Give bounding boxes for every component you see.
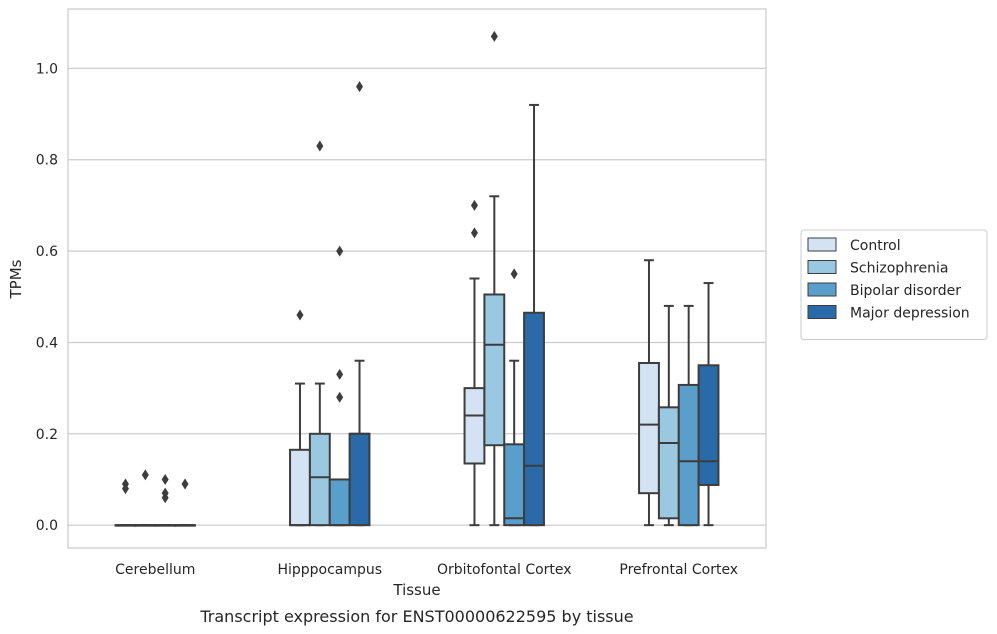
legend-swatch xyxy=(807,260,837,274)
outlier-point xyxy=(356,81,364,93)
y-tick-label: 0.8 xyxy=(36,153,58,169)
box-body xyxy=(503,443,526,527)
box-body xyxy=(697,364,720,486)
outlier-point xyxy=(510,268,518,280)
legend-label: Bipolar disorder xyxy=(850,283,961,299)
legend-swatch xyxy=(807,305,837,319)
plot-area xyxy=(114,30,720,527)
box-body xyxy=(348,432,371,527)
x-tick-label: Hipppocampus xyxy=(277,562,382,578)
outlier-point xyxy=(181,478,189,490)
box-major-depression xyxy=(523,103,545,527)
box-bipolar-disorder xyxy=(328,245,351,527)
box-body xyxy=(463,387,486,465)
y-tick-label: 0.2 xyxy=(36,427,58,443)
box-schizophrenia xyxy=(483,30,506,527)
outlier-point xyxy=(336,245,344,257)
box-bipolar-disorder xyxy=(677,304,700,527)
outlier-point xyxy=(316,140,324,152)
legend-swatch xyxy=(807,282,837,297)
x-tick-label: Cerebellum xyxy=(115,562,195,578)
box-schizophrenia xyxy=(308,140,331,527)
legend-label: Control xyxy=(850,238,901,254)
box-control xyxy=(289,309,311,527)
x-tick-label: Orbitofontal Cortex xyxy=(437,562,572,578)
box-body xyxy=(328,478,351,527)
y-axis-label: TPMs xyxy=(7,259,25,299)
y-tick-label: 0.4 xyxy=(36,335,58,351)
outlier-point xyxy=(121,478,129,490)
legend-frame xyxy=(800,229,988,340)
x-axis-ticks: Cerebellum Hipppocampus Orbitofontal Corte… xyxy=(115,562,738,578)
box-control xyxy=(463,199,486,527)
y-tick-label: 0.0 xyxy=(36,518,58,534)
x-tick-label: Prefrontal Cortex xyxy=(619,562,738,578)
y-tick-label: 0.6 xyxy=(36,244,58,260)
legend-label: Schizophrenia xyxy=(850,261,948,277)
y-tick-label: 1.0 xyxy=(36,61,58,77)
box-major-depression xyxy=(697,282,720,527)
x-axis-label: Tissue xyxy=(392,581,440,599)
box-bipolar-disorder xyxy=(154,473,177,527)
box-schizophrenia xyxy=(134,469,157,527)
chart-caption: Transcript expression for ENST0000062259… xyxy=(199,607,633,626)
y-axis-ticks: 0.0 0.2 0.4 0.6 0.8 1.0 xyxy=(36,61,58,534)
legend: Control Schizophrenia Bipolar disorder Majo… xyxy=(800,229,988,340)
outlier-point xyxy=(336,391,344,403)
box-body xyxy=(308,432,331,527)
box-body xyxy=(677,383,700,527)
box-body xyxy=(523,311,545,527)
legend-swatch xyxy=(807,237,837,252)
outlier-point xyxy=(470,199,478,211)
axes-frame xyxy=(67,8,767,549)
box-body xyxy=(657,406,680,520)
box-body xyxy=(638,362,660,495)
outlier-point xyxy=(141,469,149,481)
outlier-point xyxy=(490,30,498,42)
legend-label: Major depression xyxy=(850,306,970,322)
box-major-depression xyxy=(174,478,196,527)
box-control xyxy=(638,259,660,527)
outlier-point xyxy=(296,309,304,321)
box-body xyxy=(289,448,311,527)
outlier-point xyxy=(470,227,478,239)
box-bipolar-disorder xyxy=(503,268,526,527)
box-control xyxy=(114,478,137,527)
outlier-point xyxy=(161,487,169,499)
outlier-point xyxy=(336,368,344,380)
box-schizophrenia xyxy=(657,304,680,527)
box-body xyxy=(483,293,506,447)
box-major-depression xyxy=(348,81,371,527)
outlier-point xyxy=(161,473,169,485)
